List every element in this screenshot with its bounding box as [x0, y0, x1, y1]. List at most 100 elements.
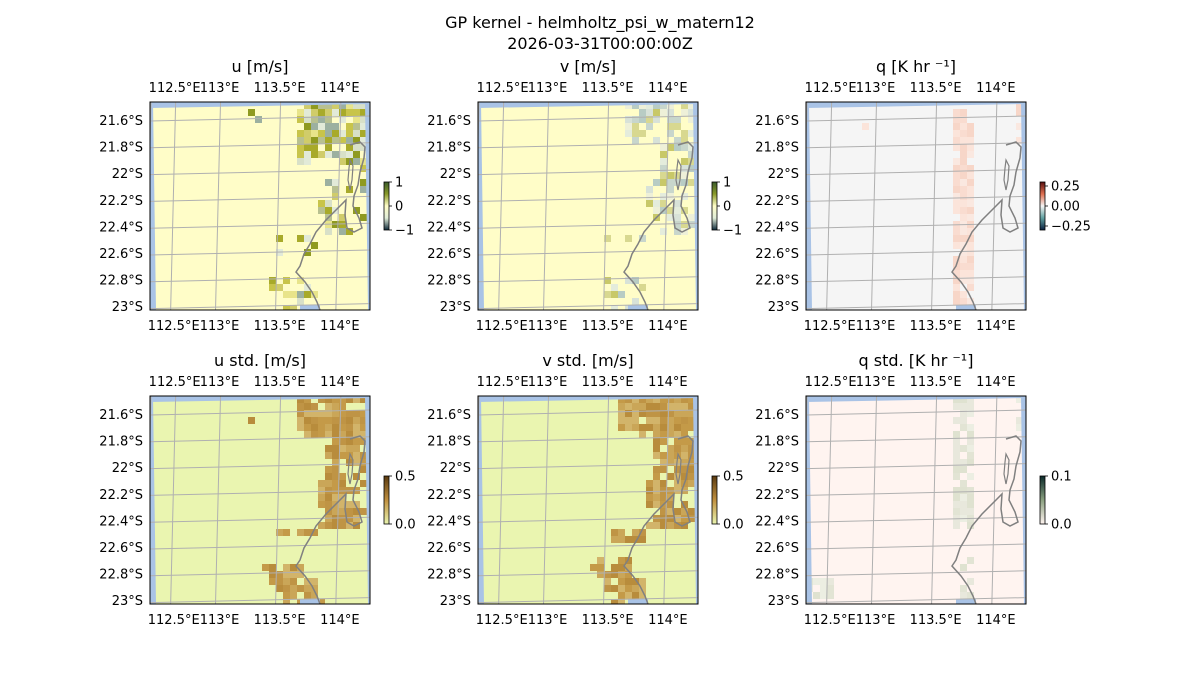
field-cell: [353, 438, 360, 445]
field-cell: [681, 417, 688, 424]
field-cell: [681, 158, 688, 165]
field-cell: [332, 431, 339, 438]
field-cell: [639, 578, 646, 585]
field-cell: [625, 277, 632, 284]
panel-title: v [m/s]: [560, 57, 616, 76]
field-cell: [688, 480, 695, 487]
field-cell: [674, 424, 681, 431]
field-cell: [318, 130, 325, 137]
field-cell: [953, 186, 960, 193]
field-cell: [604, 585, 611, 592]
field-cell: [646, 480, 653, 487]
colorbar: 1 0 −1: [383, 176, 414, 239]
field-cell: [681, 473, 688, 480]
colorbar-tick-label: 0.5: [395, 470, 416, 485]
field-cell: [688, 151, 695, 158]
field-cell: [960, 109, 967, 116]
colorbar-tick-label: 0: [723, 200, 731, 215]
ocean-edge-west: [478, 396, 484, 604]
colorbar-tick-label: −0.25: [1051, 220, 1091, 235]
lat-tick: 21.6°S: [755, 114, 799, 129]
field-cell: [304, 424, 311, 431]
field-cell: [674, 207, 681, 214]
field-cell: [681, 466, 688, 473]
field-cell: [353, 417, 360, 424]
field-cell: [304, 123, 311, 130]
field-cell: [639, 585, 646, 592]
ocean-edge-north: [478, 102, 698, 108]
field-cell: [660, 179, 667, 186]
field-cell: [1016, 417, 1023, 424]
field-cell: [674, 144, 681, 151]
field-cell: [667, 403, 674, 410]
coastline: [623, 435, 694, 604]
lat-tick: 22.4°S: [427, 514, 471, 529]
map-frame: [805, 395, 1027, 605]
field-cell: [1016, 137, 1023, 144]
parallel-line: [806, 276, 1026, 283]
lat-tick: 23°S: [768, 300, 799, 315]
field-cell: [325, 501, 332, 508]
colorbar-tick-label: 0.0: [395, 518, 416, 533]
field-cell: [827, 578, 834, 585]
field-cell: [346, 431, 353, 438]
field-cell: [967, 165, 974, 172]
lon-tick-top: 113.5°E: [910, 81, 962, 96]
field-cell: [639, 284, 646, 291]
field-cell: [276, 529, 283, 536]
ocean-patch-south: [628, 599, 648, 604]
field-cell: [639, 431, 646, 438]
field-cell: [967, 403, 974, 410]
field-cell: [332, 445, 339, 452]
field-cell: [646, 396, 653, 403]
field-cell: [339, 501, 346, 508]
lat-tick: 22.6°S: [755, 541, 799, 556]
field-cell: [248, 417, 255, 424]
field-cell: [688, 515, 695, 522]
field-cell: [1016, 424, 1023, 431]
field-cell: [353, 207, 360, 214]
field-cell: [953, 144, 960, 151]
colorbar: 0.5 0.0: [383, 470, 416, 533]
panel-v: v [m/s]112.5°E112.5°E113°E113°E113.5°E11…: [427, 57, 742, 334]
parallel-line: [478, 570, 698, 577]
field-cell: [653, 207, 660, 214]
field-cell: [667, 102, 674, 109]
parallel-line: [478, 195, 698, 202]
colorbar-tick-label: 0: [395, 200, 403, 215]
meridian-line: [275, 102, 282, 310]
field-cell: [667, 473, 674, 480]
field-cell: [339, 158, 346, 165]
field-cell: [960, 214, 967, 221]
field-cell: [953, 228, 960, 235]
field-cell: [290, 585, 297, 592]
field-cell: [681, 403, 688, 410]
field-cell: [618, 564, 625, 571]
parallel-line: [150, 222, 370, 229]
field-cell: [625, 116, 632, 123]
parallel-line: [150, 276, 370, 283]
field-cell: [311, 242, 318, 249]
field-cell: [346, 417, 353, 424]
ocean-patch-south: [300, 599, 320, 604]
field-cell: [960, 424, 967, 431]
field-cell: [346, 424, 353, 431]
field-cell: [297, 116, 304, 123]
field-cell: [311, 130, 318, 137]
field-cell: [667, 501, 674, 508]
field-cell: [667, 522, 674, 529]
field-cell: [332, 473, 339, 480]
lat-tick: 21.6°S: [427, 408, 471, 423]
lon-tick-top: 114°E: [976, 81, 1016, 96]
parallel-line: [806, 436, 1026, 443]
field-cell: [688, 214, 695, 221]
field-cell: [967, 137, 974, 144]
field-cell: [653, 466, 660, 473]
meridian-line: [603, 396, 610, 604]
field-cell: [318, 487, 325, 494]
field-cell: [360, 130, 367, 137]
colorbar-tick-label: 0.00: [1051, 200, 1080, 215]
field-cell: [625, 578, 632, 585]
field-cell: [346, 109, 353, 116]
coastline: [295, 141, 366, 310]
